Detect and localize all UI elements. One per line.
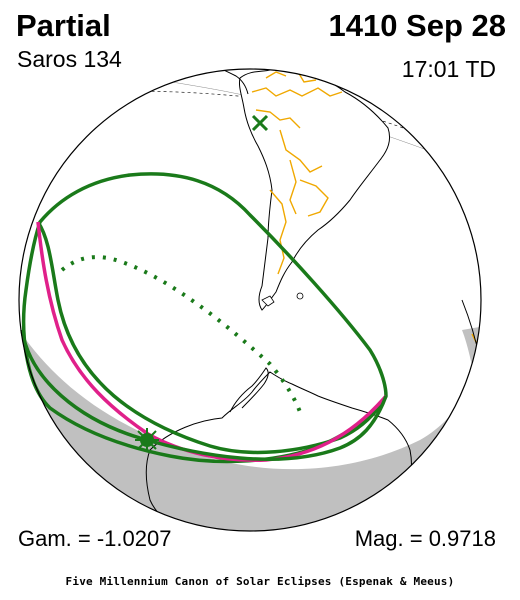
sun-star-icon	[135, 428, 159, 452]
saros-label: Saros 134	[17, 46, 122, 72]
eclipse-time: 17:01 TD	[401, 56, 496, 82]
globe-outline	[18, 68, 482, 532]
inner-eclipse-limit	[36, 221, 388, 455]
shadow-axis-path	[60, 255, 302, 413]
tierra-del-fuego	[261, 295, 275, 307]
falkland-islands	[296, 292, 304, 300]
eclipse-type-title: Partial	[16, 8, 111, 43]
gamma-value: Gam. = -1.0207	[18, 526, 172, 551]
eclipse-date: 1410 Sep 28	[328, 8, 506, 43]
antarctic-peninsula	[229, 367, 269, 413]
country-borders	[251, 69, 479, 409]
greatest-eclipse-x-icon	[251, 114, 269, 132]
antarctica-outline	[145, 371, 413, 531]
central-america-outline	[199, 69, 249, 95]
night-region	[19, 330, 481, 531]
southern-eclipse-limit	[20, 329, 388, 461]
magnitude-value: Mag. = 0.9718	[354, 526, 496, 551]
credit-line: Five Millennium Canon of Solar Eclipses …	[65, 575, 455, 588]
